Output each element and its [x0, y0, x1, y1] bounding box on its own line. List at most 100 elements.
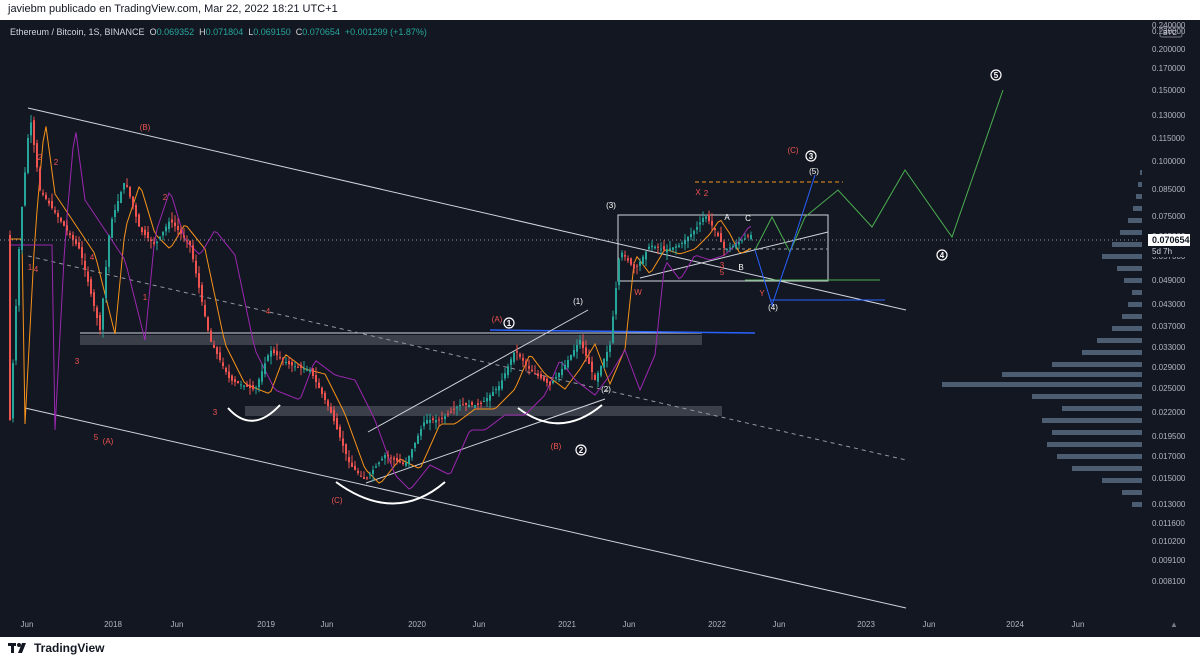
volume-profile-bar [1122, 314, 1142, 319]
candle-body [495, 389, 497, 390]
candle-body [147, 232, 149, 238]
candle-body [597, 373, 599, 382]
candle-body [366, 477, 368, 479]
candle-body [645, 251, 647, 260]
candle-body [666, 249, 668, 253]
candle-body [609, 345, 611, 352]
candle-body [222, 362, 224, 366]
wave-red-label: 2 [38, 153, 43, 162]
candle-body [675, 246, 677, 248]
wave-circle-label: 2 [579, 446, 584, 455]
candle-body [564, 365, 566, 370]
candle-body [303, 368, 305, 370]
price-tick-label: 0.170000 [1152, 64, 1186, 73]
candle-body [729, 247, 731, 249]
candle-body [219, 352, 221, 360]
candle-body [447, 413, 449, 415]
candle-body [678, 245, 680, 247]
candle-body [255, 387, 257, 389]
last-price-label: 0.070654 [1152, 235, 1190, 245]
volume-profile-bar [1032, 394, 1142, 399]
wave-circle-marker [936, 249, 948, 261]
cup-arc-1 [227, 404, 281, 422]
candle-body [75, 239, 77, 244]
time-tick-label: 2024 [1006, 620, 1024, 629]
candle-body [156, 241, 158, 244]
price-tick-label: 0.200000 [1152, 45, 1186, 54]
candle-body [738, 242, 740, 245]
candle-body [513, 352, 515, 363]
candle-body [159, 236, 161, 240]
candle-body [378, 462, 380, 465]
candle-body [510, 359, 512, 365]
candle-body [531, 369, 533, 372]
wave-red-label: (C) [787, 146, 798, 155]
chart-area[interactable]: 0.240000 0.230000 0.200000 0.170000 0.150000… [0, 20, 1200, 637]
candle-body [648, 246, 650, 250]
candle-body [30, 122, 32, 136]
wave-circle-label: 3 [809, 152, 814, 161]
candle-body [744, 238, 746, 240]
price-tick-label: 0.009100 [1152, 556, 1186, 565]
wave-red-label: 4 [90, 253, 95, 262]
blue-resistance-line [489, 329, 756, 334]
price-tick-label: 0.010200 [1152, 537, 1186, 546]
candle-body [492, 392, 494, 396]
candle-body [162, 231, 164, 236]
candle-body [276, 350, 278, 356]
price-tick-label: 0.015000 [1152, 474, 1186, 483]
price-tick-label: 0.043000 [1152, 300, 1186, 309]
candle-body [600, 366, 602, 376]
candle-body [426, 420, 428, 424]
candle-body [459, 405, 461, 406]
candle-body [363, 477, 365, 479]
candle-body [78, 242, 80, 249]
wave-white-label: A [724, 213, 730, 222]
candle-body [570, 355, 572, 360]
volume-profile-bar [1112, 242, 1142, 247]
wave-circle-label: 4 [940, 251, 945, 260]
candle-body [282, 358, 284, 360]
candle-body [345, 443, 347, 454]
candle-body [630, 258, 632, 265]
candle-body [300, 364, 302, 368]
candle-body [120, 192, 122, 203]
channel-upper-line [27, 107, 907, 311]
candle-body [534, 373, 536, 375]
candle-body [57, 213, 59, 217]
price-tick-label: 0.085000 [1152, 185, 1186, 194]
price-tick-label: 0.130000 [1152, 111, 1186, 120]
candle-body [270, 350, 272, 357]
branding-bar: TradingView [0, 637, 1200, 661]
volume-profile-bar [1132, 502, 1142, 507]
countdown-label: 5d 7h [1152, 247, 1172, 256]
scale-arrow-icon[interactable]: ▲ [1170, 620, 1178, 629]
candle-body [195, 260, 197, 274]
wave-red-label: 1 [143, 293, 148, 302]
candle-body [525, 361, 527, 365]
candle-body [588, 357, 590, 364]
candle-body [318, 382, 320, 388]
candle-body [141, 227, 143, 232]
time-axis[interactable]: Jun 2018 Jun 2019 Jun 2020 Jun 2021 Jun 2022 Jun 20… [21, 620, 1178, 629]
candle-body [114, 210, 116, 217]
tradingview-logo[interactable]: TradingView [8, 641, 104, 655]
wave-circle-marker [805, 150, 817, 162]
candle-body [15, 306, 17, 361]
volume-profile-bar [1002, 372, 1142, 377]
volume-profile-bar [1102, 478, 1142, 483]
wave-red-label: 3 [213, 408, 218, 417]
candle-body [555, 377, 557, 379]
candle-body [93, 292, 95, 306]
candle-body [441, 418, 443, 420]
legend-l-label: L [248, 27, 254, 37]
wave-red-label: 2 [704, 189, 709, 198]
candle-body [741, 240, 743, 242]
volume-profile-bar [1117, 266, 1142, 271]
volume-profile-bar [1122, 490, 1142, 495]
candle-body [402, 462, 404, 464]
candle-body [27, 138, 29, 173]
price-tick-label: 0.230000 [1152, 27, 1186, 36]
